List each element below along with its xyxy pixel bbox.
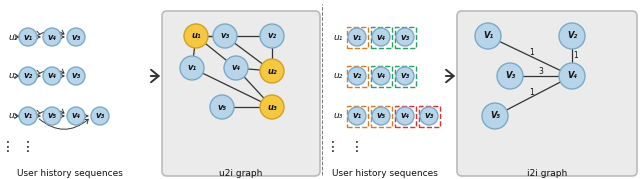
Text: u₁: u₁ bbox=[333, 33, 342, 42]
Bar bbox=[419, 105, 440, 127]
Circle shape bbox=[420, 107, 438, 125]
Text: v₃: v₃ bbox=[424, 112, 433, 120]
Bar bbox=[394, 105, 415, 127]
Bar bbox=[346, 105, 367, 127]
Circle shape bbox=[184, 24, 208, 48]
Text: v₄: v₄ bbox=[72, 112, 81, 120]
Text: u₁: u₁ bbox=[191, 32, 201, 40]
FancyBboxPatch shape bbox=[162, 11, 320, 176]
Text: ⋮: ⋮ bbox=[1, 140, 15, 154]
Circle shape bbox=[43, 28, 61, 46]
Bar bbox=[394, 26, 415, 47]
Circle shape bbox=[224, 56, 248, 80]
Text: v₅: v₅ bbox=[376, 112, 385, 120]
Text: v₄: v₄ bbox=[232, 64, 241, 72]
Circle shape bbox=[372, 28, 390, 46]
Text: ⋮: ⋮ bbox=[350, 140, 364, 154]
Circle shape bbox=[497, 63, 523, 89]
Text: V₁: V₁ bbox=[483, 32, 493, 40]
Text: ⋮: ⋮ bbox=[21, 140, 35, 154]
Circle shape bbox=[213, 24, 237, 48]
Text: v₁: v₁ bbox=[24, 112, 33, 120]
Text: V₅: V₅ bbox=[490, 112, 500, 120]
Text: v₄: v₄ bbox=[401, 112, 410, 120]
Text: i2i graph: i2i graph bbox=[527, 170, 567, 178]
Circle shape bbox=[559, 23, 585, 49]
Text: V₂: V₂ bbox=[567, 32, 577, 40]
Circle shape bbox=[260, 59, 284, 83]
Circle shape bbox=[396, 107, 414, 125]
Text: v₃: v₃ bbox=[401, 33, 410, 42]
Circle shape bbox=[260, 24, 284, 48]
Circle shape bbox=[19, 67, 37, 85]
Text: User history sequences: User history sequences bbox=[332, 168, 438, 178]
Text: v₃: v₃ bbox=[401, 71, 410, 81]
Circle shape bbox=[67, 67, 85, 85]
Text: v₁: v₁ bbox=[353, 33, 362, 42]
Circle shape bbox=[43, 67, 61, 85]
Circle shape bbox=[372, 107, 390, 125]
Text: u₂: u₂ bbox=[333, 71, 342, 81]
Bar bbox=[346, 26, 367, 47]
Text: v₄: v₄ bbox=[376, 33, 385, 42]
Text: v₄: v₄ bbox=[47, 71, 56, 81]
Text: v₁: v₁ bbox=[24, 33, 33, 42]
Text: V₃: V₃ bbox=[505, 71, 515, 81]
Text: u2i graph: u2i graph bbox=[220, 170, 262, 178]
Text: v₅: v₅ bbox=[47, 112, 56, 120]
Text: 3: 3 bbox=[539, 67, 543, 76]
Circle shape bbox=[559, 63, 585, 89]
Text: ⋮: ⋮ bbox=[326, 140, 340, 154]
FancyBboxPatch shape bbox=[457, 11, 637, 176]
Circle shape bbox=[67, 28, 85, 46]
Circle shape bbox=[348, 107, 366, 125]
Circle shape bbox=[180, 56, 204, 80]
Bar bbox=[371, 105, 392, 127]
Text: 1: 1 bbox=[529, 88, 534, 97]
Circle shape bbox=[396, 28, 414, 46]
Text: v₅: v₅ bbox=[218, 103, 227, 112]
Circle shape bbox=[396, 67, 414, 85]
Text: u₁: u₁ bbox=[8, 33, 17, 42]
Text: u₂: u₂ bbox=[267, 67, 277, 76]
Text: u₃: u₃ bbox=[8, 112, 17, 120]
Text: v₃: v₃ bbox=[72, 33, 81, 42]
Circle shape bbox=[475, 23, 501, 49]
Circle shape bbox=[260, 95, 284, 119]
Circle shape bbox=[348, 67, 366, 85]
Text: v₄: v₄ bbox=[376, 71, 385, 81]
Bar bbox=[371, 66, 392, 86]
Text: 1: 1 bbox=[573, 52, 579, 61]
Text: v₂: v₂ bbox=[24, 71, 33, 81]
Bar bbox=[346, 66, 367, 86]
Text: v₁: v₁ bbox=[188, 64, 196, 72]
Text: v₂: v₂ bbox=[353, 71, 362, 81]
Circle shape bbox=[67, 107, 85, 125]
Circle shape bbox=[348, 28, 366, 46]
Bar bbox=[371, 26, 392, 47]
Bar bbox=[394, 66, 415, 86]
Circle shape bbox=[91, 107, 109, 125]
Text: u₂: u₂ bbox=[8, 71, 17, 81]
Circle shape bbox=[43, 107, 61, 125]
Text: v₃: v₃ bbox=[220, 32, 230, 40]
Circle shape bbox=[210, 95, 234, 119]
Circle shape bbox=[19, 28, 37, 46]
Circle shape bbox=[482, 103, 508, 129]
Text: 1: 1 bbox=[529, 48, 534, 57]
Text: User history sequences: User history sequences bbox=[17, 168, 123, 178]
Text: v₂: v₂ bbox=[268, 32, 276, 40]
Circle shape bbox=[19, 107, 37, 125]
Text: u₃: u₃ bbox=[267, 103, 277, 112]
Text: v₃: v₃ bbox=[72, 71, 81, 81]
Circle shape bbox=[372, 67, 390, 85]
Text: v₁: v₁ bbox=[353, 112, 362, 120]
Text: v₃: v₃ bbox=[95, 112, 104, 120]
Text: v₄: v₄ bbox=[47, 33, 56, 42]
Text: V₄: V₄ bbox=[567, 71, 577, 81]
Text: u₃: u₃ bbox=[333, 112, 342, 120]
